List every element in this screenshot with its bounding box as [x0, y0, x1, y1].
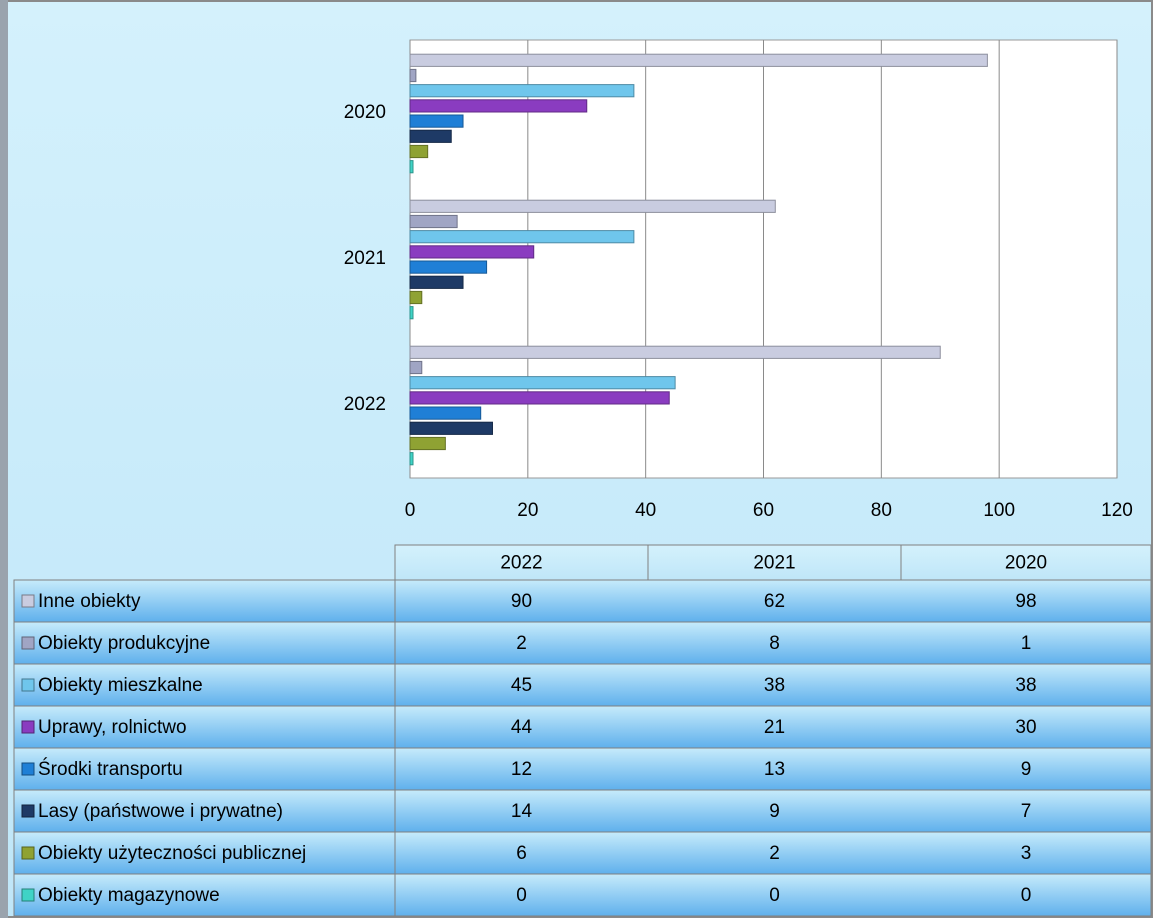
table-row: [13, 831, 1152, 875]
table-value: 9: [1021, 759, 1032, 780]
legend-key: [21, 678, 35, 692]
legend-key: [21, 888, 35, 902]
table-value: 0: [1021, 885, 1032, 906]
table-header: 2021: [753, 553, 795, 574]
table-header: 2020: [1005, 553, 1047, 574]
table-row: [13, 705, 1152, 749]
y-tick-label: 2021: [344, 248, 386, 269]
table-value: 38: [1015, 675, 1036, 696]
table-row: [13, 579, 1152, 623]
bar: [409, 421, 493, 435]
table-value: 2: [516, 633, 527, 654]
frame-edge: [0, 0, 8, 918]
table-value: 14: [511, 801, 533, 822]
table-value: 98: [1015, 591, 1036, 612]
table-value: 21: [764, 717, 785, 738]
table-value: 12: [511, 759, 532, 780]
y-tick-label: 2020: [344, 102, 386, 123]
bar: [409, 53, 988, 67]
legend-label: Uprawy, rolnictwo: [38, 717, 187, 738]
table-value: 90: [511, 591, 532, 612]
table-row: [13, 663, 1152, 707]
table-value: 8: [769, 633, 780, 654]
bar: [409, 452, 414, 466]
x-tick-label: 120: [1101, 500, 1133, 521]
x-tick-label: 0: [405, 500, 416, 521]
bar: [409, 391, 670, 405]
legend-key: [21, 594, 35, 608]
table-value: 0: [769, 885, 780, 906]
table-value: 6: [516, 843, 527, 864]
bar: [409, 84, 635, 98]
table-value: 2: [769, 843, 780, 864]
bar: [409, 245, 535, 259]
table-value: 38: [764, 675, 785, 696]
table-header: 2022: [500, 553, 542, 574]
bar: [409, 68, 417, 83]
x-tick-label: 100: [983, 500, 1015, 521]
legend-label: Obiekty produkcyjne: [38, 633, 210, 654]
legend-label: Obiekty użyteczności publicznej: [38, 843, 306, 864]
legend-key: [21, 846, 35, 860]
table-row: [13, 621, 1152, 665]
table-value: 3: [1021, 843, 1032, 864]
legend-key: [21, 636, 35, 650]
bar: [409, 260, 488, 274]
x-tick-label: 20: [517, 500, 538, 521]
bar: [409, 275, 464, 289]
y-tick-label: 2022: [344, 394, 386, 415]
legend-label: Obiekty mieszkalne: [38, 675, 203, 696]
table-value: 45: [511, 675, 532, 696]
bar: [409, 345, 941, 359]
table-value: 44: [511, 717, 533, 738]
bar: [409, 114, 464, 128]
table-value: 7: [1021, 801, 1032, 822]
bar: [409, 99, 588, 113]
x-tick-label: 60: [753, 500, 774, 521]
table-row: [13, 873, 1152, 917]
bar: [409, 360, 423, 375]
legend-key: [21, 804, 35, 818]
table-value: 1: [1021, 633, 1032, 654]
table-header-bg: [394, 544, 1152, 581]
bar: [409, 436, 446, 451]
bar: [409, 199, 776, 213]
bar: [409, 306, 414, 320]
legend-key: [21, 720, 35, 734]
table-value: 9: [769, 801, 780, 822]
table-row: [13, 789, 1152, 833]
table-value: 13: [764, 759, 785, 780]
bar: [409, 129, 452, 143]
legend-label: Inne obiekty: [38, 591, 141, 612]
bar: [409, 230, 635, 244]
legend-key: [21, 762, 35, 776]
table-row: [13, 747, 1152, 791]
table-value: 30: [1015, 717, 1036, 738]
legend-label: Środki transportu: [38, 758, 183, 780]
table-value: 62: [764, 591, 785, 612]
bar: [409, 214, 458, 229]
x-tick-label: 80: [871, 500, 892, 521]
legend-label: Lasy (państwowe i prywatne): [38, 801, 283, 822]
bar: [409, 406, 482, 420]
bar: [409, 290, 423, 305]
bar: [409, 160, 414, 174]
x-tick-label: 40: [635, 500, 656, 521]
bar: [409, 376, 676, 390]
legend-label: Obiekty magazynowe: [38, 885, 220, 906]
bar: [409, 144, 429, 159]
table-value: 0: [516, 885, 527, 906]
